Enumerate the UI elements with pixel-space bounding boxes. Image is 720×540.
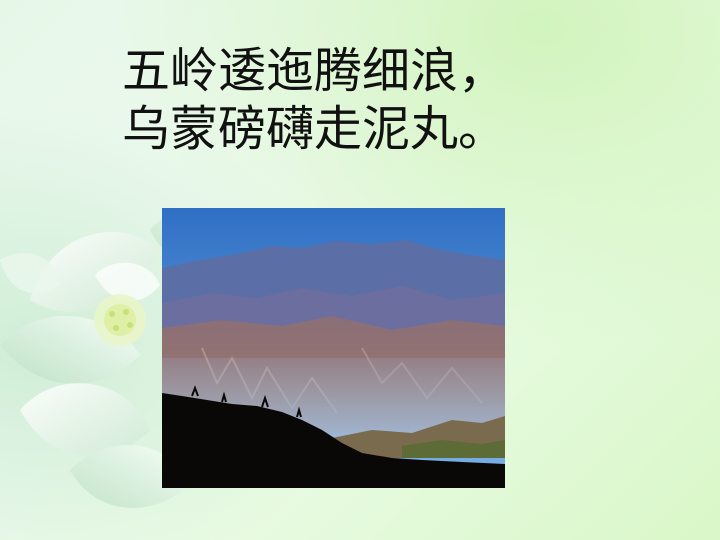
- poem-line-1: 五岭逶迤腾细浪，: [122, 43, 507, 99]
- lotus-center: [94, 294, 146, 346]
- photo-foreground-silhouette: [162, 393, 505, 488]
- poem-line-2: 乌蒙磅礴走泥丸。: [122, 101, 507, 157]
- mountain-photo: [162, 208, 505, 488]
- poem-text: 五岭逶迤腾细浪， 乌蒙磅礴走泥丸。: [122, 42, 506, 158]
